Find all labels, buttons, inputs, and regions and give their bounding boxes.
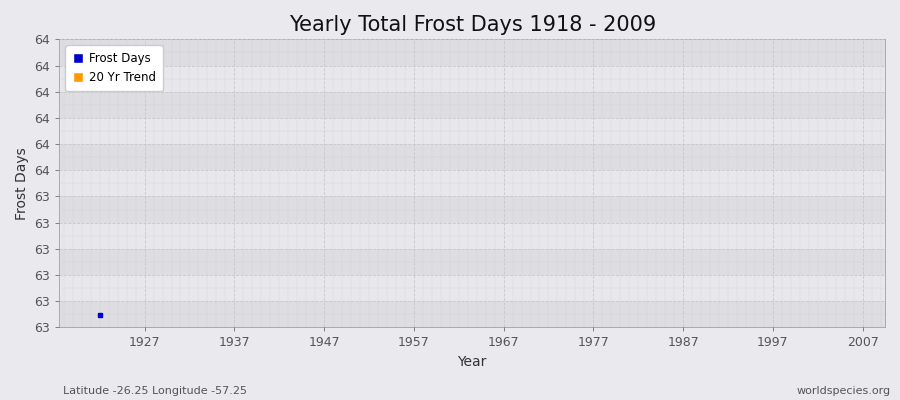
Legend: Frost Days, 20 Yr Trend: Frost Days, 20 Yr Trend	[65, 45, 163, 91]
Text: worldspecies.org: worldspecies.org	[796, 386, 891, 396]
Text: Latitude -26.25 Longitude -57.25: Latitude -26.25 Longitude -57.25	[63, 386, 247, 396]
Bar	[59, 223, 885, 249]
Bar	[59, 39, 885, 66]
Bar	[59, 118, 885, 144]
Bar	[59, 144, 885, 170]
Bar	[59, 301, 885, 328]
Bar	[59, 196, 885, 223]
Bar	[59, 170, 885, 196]
X-axis label: Year: Year	[457, 355, 487, 369]
Bar	[59, 249, 885, 275]
Title: Yearly Total Frost Days 1918 - 2009: Yearly Total Frost Days 1918 - 2009	[289, 15, 656, 35]
Y-axis label: Frost Days: Frost Days	[15, 147, 29, 220]
Bar	[59, 66, 885, 92]
Bar	[59, 275, 885, 301]
Bar	[59, 92, 885, 118]
